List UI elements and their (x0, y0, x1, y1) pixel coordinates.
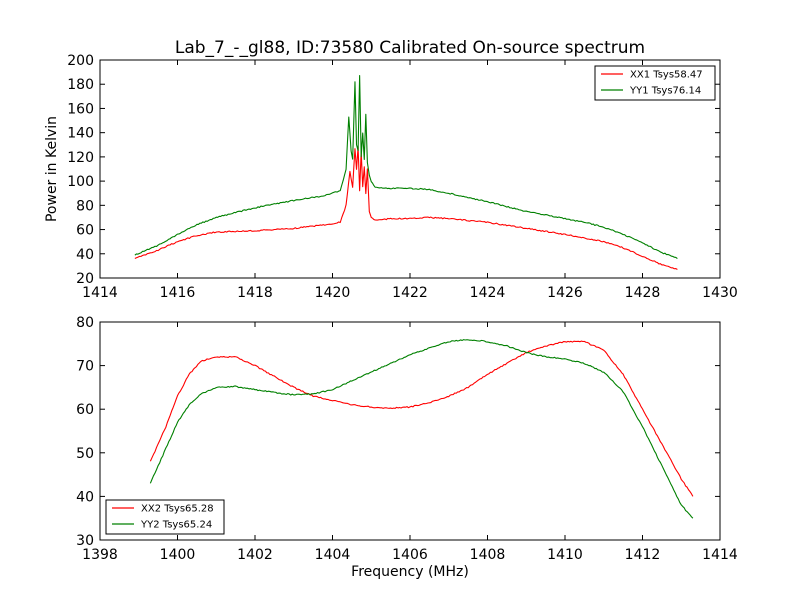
top-ytick-label-3: 80 (76, 198, 94, 214)
top-xtick-label-7: 1428 (625, 285, 661, 301)
top-panel-series (134, 75, 678, 270)
top-ytick-label-8: 180 (67, 77, 94, 93)
top-xtick-label-3: 1420 (315, 285, 351, 301)
bottom-panel-xlabel: Frequency (MHz) (351, 564, 469, 580)
top-legend-label-yy1: YY1 Tsys76.14 (629, 86, 701, 97)
top-ytick-label-7: 160 (67, 101, 94, 117)
top-ytick-label-6: 140 (67, 126, 94, 142)
top-xtick-label-2: 1418 (237, 285, 273, 301)
bottom-ytick-label-4: 70 (76, 359, 94, 375)
bottom-legend-box (105, 499, 225, 535)
top-series-line-1 (134, 75, 678, 260)
bottom-xtick-label-1: 1400 (160, 547, 196, 563)
bottom-xtick-label-7: 1412 (625, 547, 661, 563)
bottom-xtick-label-8: 1414 (702, 547, 738, 563)
top-panel-ticks: 1414 1416 1418 1420 1422 1424 1426 1428 1430 20 40… (67, 53, 738, 301)
bottom-panel: 1398 1400 1402 1404 1406 1408 1410 1412 1414 30 40… (76, 315, 738, 580)
top-panel-frame (99, 59, 721, 279)
bottom-xtick-label-3: 1404 (315, 547, 351, 563)
bottom-xtick-label-4: 1406 (392, 547, 428, 563)
chart-title: Lab_7_-_gl88, ID:73580 Calibrated On-sou… (175, 38, 645, 58)
top-xtick-label-5: 1424 (470, 285, 506, 301)
top-panel: 1414 1416 1418 1420 1422 1424 1426 1428 1430 20 40… (44, 53, 738, 301)
bottom-series-line-0 (149, 340, 694, 497)
bottom-ytick-label-2: 50 (76, 446, 94, 462)
top-series-line-0 (134, 146, 678, 270)
top-xtick-label-0: 1414 (82, 285, 118, 301)
top-legend-label-xx1: XX1 Tsys58.47 (630, 70, 703, 81)
top-ytick-label-4: 100 (67, 174, 94, 190)
bottom-ytick-label-0: 30 (76, 533, 94, 549)
bottom-legend-label-xx2: XX2 Tsys65.28 (141, 504, 214, 515)
top-ytick-label-9: 200 (67, 53, 94, 69)
bottom-xtick-label-2: 1402 (237, 547, 273, 563)
top-xtick-label-6: 1426 (547, 285, 583, 301)
top-ytick-label-0: 20 (76, 271, 94, 287)
top-panel-legend: XX1 Tsys58.47 YY1 Tsys76.14 (594, 65, 716, 101)
bottom-ytick-label-1: 40 (76, 489, 94, 505)
bottom-xtick-label-0: 1398 (82, 547, 118, 563)
bottom-xtick-label-6: 1410 (547, 547, 583, 563)
bottom-ytick-label-5: 80 (76, 315, 94, 331)
top-xtick-label-1: 1416 (160, 285, 196, 301)
bottom-ytick-label-3: 60 (76, 402, 94, 418)
bottom-series-line-1 (149, 339, 694, 519)
top-ytick-label-2: 60 (76, 223, 94, 239)
top-panel-ylabel: Power in Kelvin (44, 116, 60, 222)
top-xtick-label-4: 1422 (392, 285, 428, 301)
bottom-panel-frame (99, 321, 721, 541)
bottom-legend-label-yy2: YY2 Tsys65.24 (140, 520, 212, 531)
bottom-panel-legend: XX2 Tsys65.28 YY2 Tsys65.24 (105, 499, 225, 535)
top-ytick-label-5: 120 (67, 150, 94, 166)
top-xtick-label-8: 1430 (702, 285, 738, 301)
top-legend-box (594, 65, 716, 101)
bottom-xtick-label-5: 1408 (470, 547, 506, 563)
bottom-panel-series (149, 339, 694, 519)
top-ytick-label-1: 40 (76, 247, 94, 263)
